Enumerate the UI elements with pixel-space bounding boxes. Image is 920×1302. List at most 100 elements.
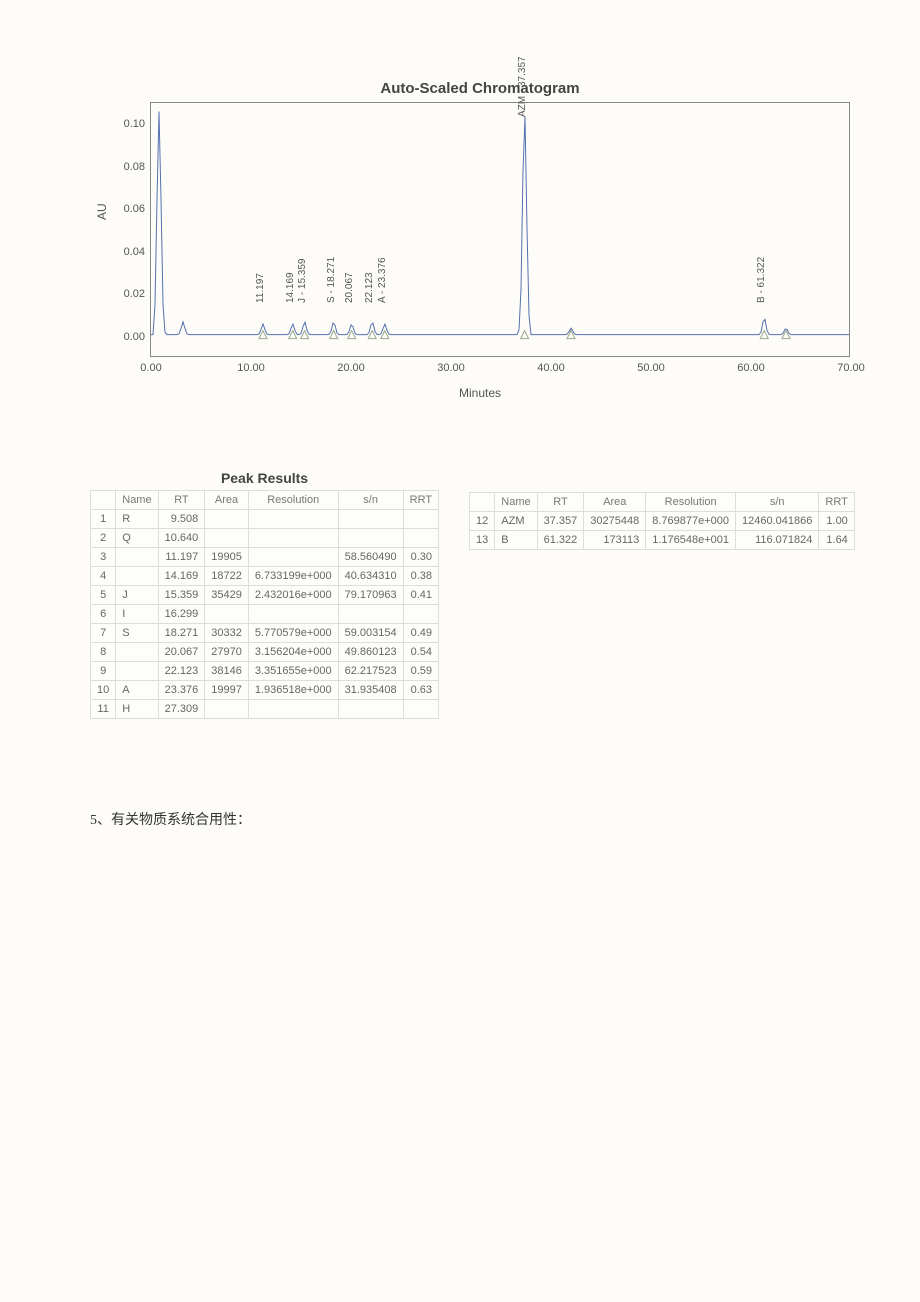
table-cell (116, 567, 158, 586)
table-cell: 79.170963 (338, 586, 403, 605)
peak-results-tables: Peak Results NameRTAreaResolutions/nRRT1… (90, 470, 860, 719)
y-tick: 0.10 (124, 118, 151, 130)
table-cell: 35429 (205, 586, 249, 605)
table-cell: 10.640 (158, 529, 205, 548)
table-cell: 6.733199e+000 (248, 567, 338, 586)
table-cell: 0.63 (403, 681, 438, 700)
table-cell: 5 (91, 586, 116, 605)
table-cell: 30275448 (584, 512, 646, 531)
table-cell: 3 (91, 548, 116, 567)
peak-label: 22.123 (364, 272, 375, 303)
table-cell: 40.634310 (338, 567, 403, 586)
table-cell (248, 605, 338, 624)
table-cell: B (495, 531, 537, 550)
table-cell: 15.359 (158, 586, 205, 605)
table-row: 414.169187226.733199e+00040.6343100.38 (91, 567, 439, 586)
table-row: 12AZM37.357302754488.769877e+00012460.04… (470, 512, 855, 531)
x-tick: 50.00 (637, 356, 665, 374)
table-cell: 0.30 (403, 548, 438, 567)
table-header: Area (584, 493, 646, 512)
table-cell: 8 (91, 643, 116, 662)
table-row: 13B61.3221731131.176548e+001116.0718241.… (470, 531, 855, 550)
table-cell: 27.309 (158, 700, 205, 719)
footer-text: 5、有关物质系统合用性： (90, 809, 860, 829)
y-tick: 0.02 (124, 288, 151, 300)
table-header (91, 491, 116, 510)
table-cell: 0.49 (403, 624, 438, 643)
table-cell: 6 (91, 605, 116, 624)
x-tick: 10.00 (237, 356, 265, 374)
table-header (470, 493, 495, 512)
table-cell (403, 510, 438, 529)
table-row: 5J15.359354292.432016e+00079.1709630.41 (91, 586, 439, 605)
y-tick: 0.04 (124, 246, 151, 258)
peak-label: AZM - 37.357 (517, 56, 528, 117)
table-cell (248, 548, 338, 567)
table-cell: 12460.041866 (736, 512, 819, 531)
table-cell (205, 605, 249, 624)
table-cell: 27970 (205, 643, 249, 662)
peak-results-table-right: NameRTAreaResolutions/nRRT12AZM37.357302… (469, 492, 855, 550)
table-cell (338, 605, 403, 624)
x-tick: 70.00 (837, 356, 865, 374)
table-cell (403, 700, 438, 719)
table-cell: 2.432016e+000 (248, 586, 338, 605)
x-axis-label: Minutes (90, 386, 870, 400)
table-header: RT (158, 491, 205, 510)
table-cell: 1.936518e+000 (248, 681, 338, 700)
table-cell (248, 529, 338, 548)
table-cell (248, 700, 338, 719)
table-cell: 7 (91, 624, 116, 643)
table-row: 311.1971990558.5604900.30 (91, 548, 439, 567)
table-cell: S (116, 624, 158, 643)
chromatogram-chart: Auto-Scaled Chromatogram AU 0.000.020.04… (90, 80, 870, 400)
table-cell: 9 (91, 662, 116, 681)
table-cell: 19997 (205, 681, 249, 700)
table-header: RRT (819, 493, 854, 512)
table-cell: 0.54 (403, 643, 438, 662)
table-cell (338, 700, 403, 719)
table-cell: 31.935408 (338, 681, 403, 700)
table-cell: 2 (91, 529, 116, 548)
table-cell: 116.071824 (736, 531, 819, 550)
peak-label: J - 15.359 (297, 258, 308, 302)
table-cell: 12 (470, 512, 495, 531)
peak-label: S - 18.271 (326, 257, 337, 303)
table-header: RT (537, 493, 584, 512)
table-row: 7S18.271303325.770579e+00059.0031540.49 (91, 624, 439, 643)
peak-results-table-left: NameRTAreaResolutions/nRRT1R9.5082Q10.64… (90, 490, 439, 719)
table-cell (403, 605, 438, 624)
table-cell: 30332 (205, 624, 249, 643)
table-header: Name (116, 491, 158, 510)
table-cell: 22.123 (158, 662, 205, 681)
peak-label: A - 23.376 (377, 257, 388, 303)
table-cell: 0.59 (403, 662, 438, 681)
table-cell (205, 700, 249, 719)
table-row: 1R9.508 (91, 510, 439, 529)
table-cell: R (116, 510, 158, 529)
table-cell: 10 (91, 681, 116, 700)
peak-label: 11.197 (255, 273, 266, 303)
table-header: Name (495, 493, 537, 512)
table-cell (205, 529, 249, 548)
y-tick: 0.00 (124, 331, 151, 343)
table-cell: 16.299 (158, 605, 205, 624)
table-cell: 1.64 (819, 531, 854, 550)
plot-area: 0.000.020.040.060.080.10 0.0010.0020.003… (150, 102, 850, 357)
table-cell: 62.217523 (338, 662, 403, 681)
peak-marker (521, 331, 529, 339)
table-header: Resolution (248, 491, 338, 510)
table-cell: 0.41 (403, 586, 438, 605)
table-cell: 8.769877e+000 (646, 512, 736, 531)
peak-label: 14.169 (285, 272, 296, 303)
table-cell: A (116, 681, 158, 700)
table-cell: AZM (495, 512, 537, 531)
table-row: 820.067279703.156204e+00049.8601230.54 (91, 643, 439, 662)
table-cell: 14.169 (158, 567, 205, 586)
x-tick: 20.00 (337, 356, 365, 374)
table-cell: I (116, 605, 158, 624)
table-header: s/n (338, 491, 403, 510)
table-cell: 3.351655e+000 (248, 662, 338, 681)
table-cell: 61.322 (537, 531, 584, 550)
x-tick: 60.00 (737, 356, 765, 374)
